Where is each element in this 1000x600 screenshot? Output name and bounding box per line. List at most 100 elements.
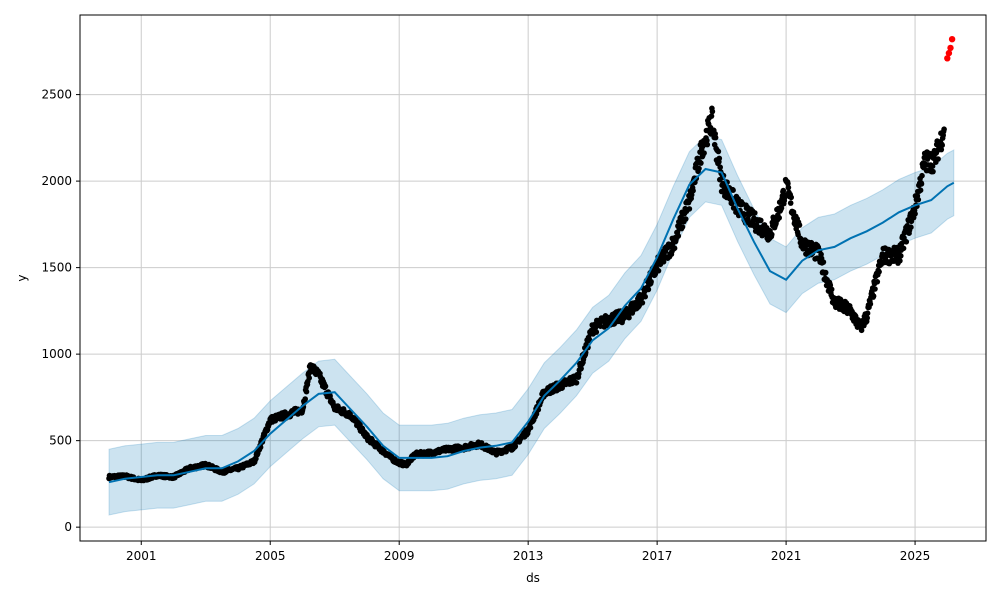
x-tick-label: 2017 — [642, 549, 673, 563]
observed-point — [671, 245, 678, 251]
observed-point — [660, 259, 667, 265]
observed-point — [688, 192, 695, 198]
observed-point — [322, 383, 329, 390]
observed-point — [306, 375, 313, 381]
observed-point — [864, 315, 870, 321]
observed-point — [874, 279, 881, 285]
y-tick-label: 0 — [64, 520, 72, 534]
observed-point — [787, 200, 794, 206]
observed-point — [708, 113, 715, 119]
grid-lines — [80, 15, 986, 541]
observed-point — [715, 148, 722, 155]
observed-point — [752, 210, 758, 216]
observed-point — [820, 259, 827, 265]
observed-point — [573, 380, 580, 386]
observed-point — [785, 184, 792, 191]
plot-frame — [79, 14, 987, 542]
y-axis-title: y — [15, 274, 29, 281]
observed-point — [867, 301, 874, 307]
y-tick-label: 500 — [49, 434, 72, 448]
observed-point — [903, 239, 910, 245]
observed-point — [527, 424, 534, 431]
observed-point — [828, 286, 835, 293]
y-tick-label: 1500 — [41, 261, 72, 275]
observed-point — [303, 388, 310, 395]
observed-point — [908, 224, 914, 230]
observed-point — [696, 165, 702, 172]
observed-point — [935, 156, 941, 162]
observed-point — [645, 286, 652, 293]
observed-point — [941, 126, 947, 132]
observed-point — [704, 137, 710, 144]
observed-point — [778, 205, 785, 211]
y-axis: 0 500 1000 1500 2000 2500 — [41, 88, 80, 534]
observed-point — [897, 258, 903, 264]
x-axis-title: ds — [526, 571, 540, 585]
observed-point — [686, 206, 693, 212]
y-tick-label: 2000 — [41, 174, 72, 188]
observed-point — [917, 187, 924, 193]
observed-point — [876, 269, 882, 275]
observed-point — [716, 155, 723, 162]
observed-point — [679, 224, 686, 230]
observed-point — [918, 181, 925, 187]
observed-point — [912, 211, 918, 217]
observed-point — [822, 269, 829, 276]
observed-point — [872, 286, 878, 292]
observed-point — [929, 163, 936, 169]
observed-point — [655, 268, 662, 274]
recent-point — [948, 36, 956, 43]
x-tick-label: 2021 — [771, 549, 802, 563]
recent-point — [947, 44, 954, 52]
observed-point — [919, 172, 925, 179]
forecast-line — [108, 167, 955, 484]
recent-point — [945, 49, 953, 57]
observed-point — [302, 396, 309, 402]
observed-point — [915, 196, 922, 203]
observed-point — [709, 108, 716, 115]
observed-point — [717, 164, 723, 170]
observed-point — [758, 217, 764, 224]
observed-point — [648, 278, 654, 285]
observed-point — [642, 293, 648, 300]
recent-observed-points — [944, 36, 956, 62]
observed-point — [593, 329, 600, 335]
observed-point — [682, 216, 689, 222]
observed-point — [730, 187, 736, 193]
observed-point — [788, 194, 794, 201]
observed-point — [675, 233, 682, 239]
observed-point — [769, 231, 775, 238]
observed-point — [864, 310, 871, 317]
observed-point — [776, 215, 782, 221]
observed-point — [578, 365, 584, 372]
observed-point — [704, 141, 711, 148]
x-tick-label: 2009 — [384, 549, 415, 563]
observed-point — [898, 253, 904, 259]
observed-point — [939, 142, 945, 148]
observed-point — [870, 293, 877, 299]
observed-point — [930, 168, 936, 175]
y-tick-label: 2500 — [41, 88, 72, 102]
observed-point — [698, 160, 704, 166]
x-axis: 2001 2005 2009 2013 2017 2021 2025 — [126, 541, 930, 563]
y-tick-label: 1000 — [41, 347, 72, 361]
observed-point — [796, 222, 803, 228]
x-tick-label: 2025 — [900, 549, 931, 563]
x-tick-label: 2013 — [513, 549, 544, 563]
observed-point — [790, 209, 797, 215]
observed-point — [858, 327, 865, 334]
recent-point — [944, 55, 951, 62]
observed-point — [780, 187, 787, 194]
x-tick-label: 2005 — [255, 549, 286, 563]
observed-point — [712, 134, 719, 141]
observed-point — [900, 245, 907, 252]
observed-point — [639, 300, 646, 306]
observed-point — [626, 314, 632, 321]
uncertainty-band — [108, 135, 955, 516]
observed-point — [701, 150, 707, 156]
x-tick-label: 2001 — [126, 549, 157, 563]
observed-point — [938, 146, 945, 153]
observed-point — [690, 187, 696, 194]
